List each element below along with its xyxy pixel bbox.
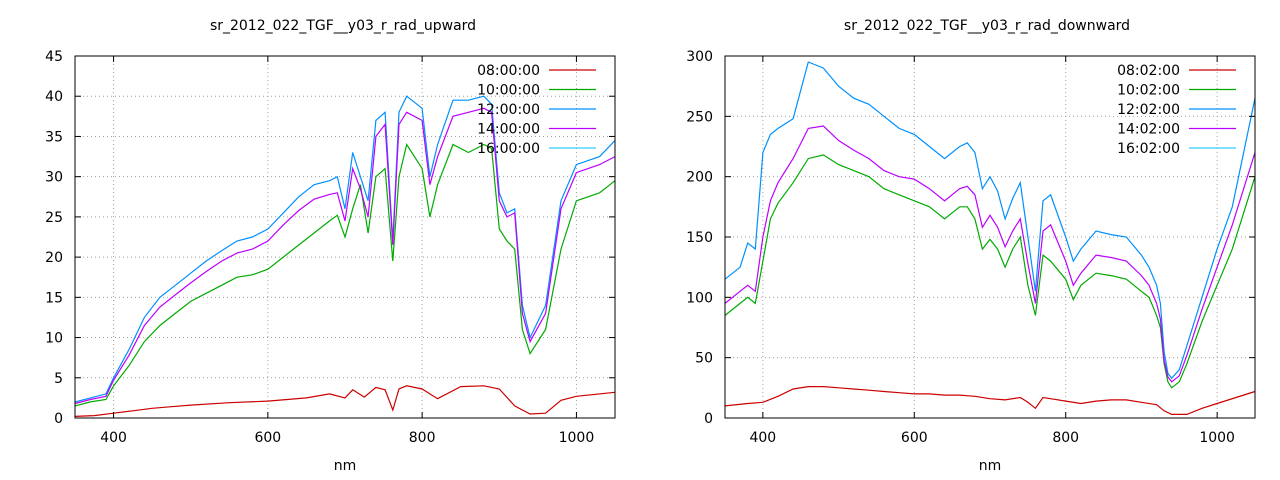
- x-tick-label: 400: [749, 430, 776, 446]
- legend-label: 14:02:00: [1117, 122, 1180, 138]
- series-line-14-00-00: [74, 107, 616, 405]
- y-tick-label: 20: [45, 250, 63, 266]
- series-line-10-00-00: [74, 142, 616, 407]
- y-tick-label: 45: [45, 49, 63, 65]
- y-tick-label: 300: [686, 49, 713, 65]
- series-line-12-00-00: [74, 95, 616, 403]
- series-line-10-02-00: [724, 154, 1256, 389]
- y-tick-label: 0: [54, 411, 63, 427]
- y-tick-label: 30: [45, 170, 63, 186]
- y-tick-label: 100: [686, 290, 713, 306]
- x-tick-label: 400: [100, 430, 127, 446]
- y-tick-label: 40: [45, 89, 63, 105]
- x-tick-label: 600: [901, 430, 928, 446]
- y-tick-label: 0: [704, 411, 713, 427]
- x-tick-label: 1000: [559, 430, 595, 446]
- legend-label: 16:02:00: [1117, 141, 1180, 157]
- legend-label: 08:00:00: [477, 63, 540, 79]
- y-tick-label: 25: [45, 210, 63, 226]
- x-axis-label: nm: [979, 458, 1002, 474]
- legend-label: 12:00:00: [477, 102, 540, 118]
- legend-label: 14:00:00: [477, 122, 540, 138]
- legend-label: 16:00:00: [477, 141, 540, 157]
- plot-frame: [74, 55, 616, 419]
- series-line-08-02-00: [724, 386, 1256, 415]
- y-tick-label: 15: [45, 290, 63, 306]
- x-tick-label: 1000: [1199, 430, 1235, 446]
- x-axis-label: nm: [334, 458, 357, 474]
- y-tick-label: 35: [45, 129, 63, 145]
- x-tick-label: 800: [1052, 430, 1079, 446]
- x-tick-label: 600: [254, 430, 281, 446]
- chart-upward: 400 600 800 1000 0 5 10 15 20 25 30 35 40 45 sr_2012_0…: [45, 18, 616, 474]
- series-line-08-00-00: [74, 385, 616, 417]
- y-tick-label: 200: [686, 170, 713, 186]
- legend-label: 10:00:00: [477, 83, 540, 99]
- legend-label: 12:02:00: [1117, 102, 1180, 118]
- y-tick-label: 10: [45, 331, 63, 347]
- series-line-14-02-00: [724, 125, 1256, 383]
- y-tick-label: 50: [695, 351, 713, 367]
- chart-title: sr_2012_022_TGF__y03_r_rad_downward: [844, 18, 1130, 34]
- x-tick-label: 800: [409, 430, 436, 446]
- series-line-12-02-00: [724, 61, 1256, 380]
- chart-downward: 400 600 800 1000 0 50 100 150 200 250 300 sr_2012_0…: [686, 18, 1256, 474]
- legend-label: 10:02:00: [1117, 83, 1180, 99]
- y-tick-label: 5: [54, 371, 63, 387]
- y-tick-label: 150: [686, 230, 713, 246]
- chart-title: sr_2012_022_TGF__y03_r_rad_upward: [210, 18, 476, 34]
- legend-label: 08:02:00: [1117, 63, 1180, 79]
- y-tick-label: 250: [686, 109, 713, 125]
